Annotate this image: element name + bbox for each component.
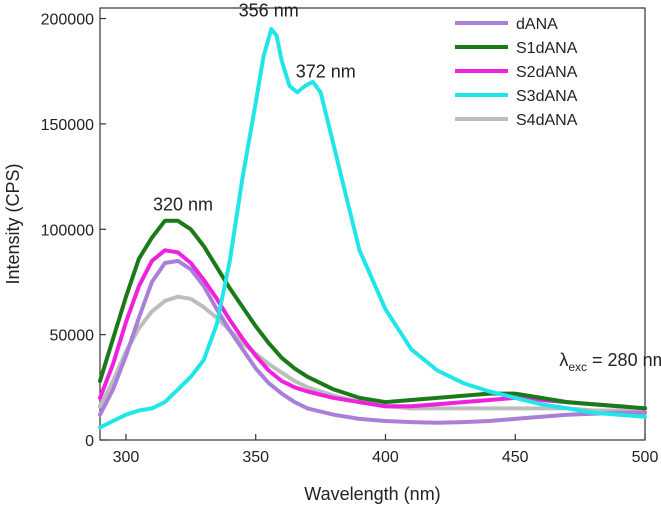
y-tick-label: 50000 bbox=[50, 328, 95, 345]
axes bbox=[99, 7, 646, 441]
x-axis-ticks: 300 350 400 450 500 bbox=[113, 434, 659, 466]
legend-label: S2dANA bbox=[516, 64, 578, 81]
legend-label: S1dANA bbox=[516, 40, 578, 57]
y-tick-label: 0 bbox=[85, 433, 94, 450]
x-axis-title: Wavelength (nm) bbox=[304, 484, 440, 504]
y-tick-label: 200000 bbox=[41, 12, 94, 29]
plot-frame bbox=[99, 7, 646, 441]
y-tick-label: 150000 bbox=[41, 117, 94, 134]
x-tick-label: 450 bbox=[502, 449, 529, 466]
legend-label: dANA bbox=[516, 16, 558, 33]
lambda-symbol: λ bbox=[559, 350, 568, 370]
series-line-s4dana bbox=[98, 294, 647, 415]
y-axis-title: Intensity (CPS) bbox=[3, 163, 23, 284]
x-tick-label: 400 bbox=[372, 449, 399, 466]
legend: dANA S1dANA S2dANA S3dANA S4dANA bbox=[455, 16, 578, 129]
x-tick-label: 500 bbox=[632, 449, 659, 466]
y-axis-ticks: 0 50000 100000 150000 200000 bbox=[41, 12, 106, 450]
x-tick-label: 300 bbox=[113, 449, 140, 466]
x-tick-label: 350 bbox=[242, 449, 269, 466]
series-line-s1dana bbox=[98, 218, 647, 411]
series-line-s3dana bbox=[98, 27, 647, 430]
series-layer bbox=[98, 27, 647, 430]
peak-annotation: 320 nm bbox=[153, 194, 213, 214]
peak-annotation: 372 nm bbox=[296, 62, 356, 82]
legend-label: S4dANA bbox=[516, 112, 578, 129]
peak-annotation: 356 nm bbox=[239, 0, 299, 20]
excitation-wavelength-label: λexc = 280 nm bbox=[559, 350, 661, 374]
excitation-subscript: exc bbox=[568, 360, 587, 374]
series-line-dana bbox=[98, 258, 647, 425]
legend-label: S3dANA bbox=[516, 88, 578, 105]
y-tick-label: 100000 bbox=[41, 222, 94, 239]
excitation-value: = 280 nm bbox=[587, 350, 661, 370]
annotations: 320 nm 356 nm 372 nm bbox=[153, 0, 356, 214]
